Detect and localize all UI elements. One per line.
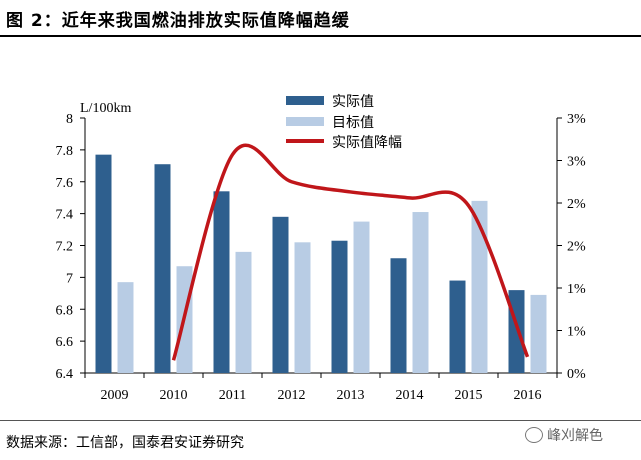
bar-target — [530, 294, 547, 373]
y-left-tick-label: 7.6 — [56, 176, 74, 191]
y-right-tick-label: 1% — [567, 282, 586, 297]
y-left-tick-label: 6.8 — [56, 303, 74, 318]
bar-actual — [449, 280, 466, 373]
y-right-tick-label: 3% — [567, 155, 586, 170]
y-left-tick-label: 7.8 — [56, 144, 74, 159]
x-tick-label: 2011 — [219, 388, 246, 403]
x-tick-label: 2016 — [514, 388, 542, 403]
title-rule — [0, 35, 641, 37]
y-left-tick-label: 6.6 — [56, 335, 74, 350]
y-left-tick-label: 7.2 — [56, 240, 74, 255]
bar-actual — [508, 290, 525, 373]
x-tick-label: 2010 — [160, 388, 188, 403]
source-rule — [0, 420, 641, 421]
y-right-tick-label: 0% — [567, 367, 586, 382]
y-left-tick-label: 8 — [66, 112, 73, 127]
bar-target — [235, 251, 252, 373]
y-right-tick-label: 3% — [567, 112, 586, 127]
bar-actual — [272, 216, 289, 373]
x-tick-label: 2009 — [101, 388, 129, 403]
bar-actual — [154, 164, 171, 373]
y-right-tick-label: 1% — [567, 325, 586, 340]
source-note: 数据来源：工信部，国泰君安证券研究 — [6, 435, 244, 451]
x-tick-label: 2012 — [278, 388, 306, 403]
figure-title: 图 2：近年来我国燃油排放实际值降幅趋缓 — [6, 11, 350, 31]
legend-label-actual: 实际值 — [332, 94, 374, 110]
bar-actual — [390, 258, 407, 373]
legend-label-target: 目标值 — [332, 115, 374, 131]
y-left-tick-label: 6.4 — [56, 367, 74, 382]
plot-area: 6.4 6.6 6.8 7 7.2 7.4 7.6 7.8 8 0% 1% 1% 2% 2% 3% 3% 200… — [56, 112, 587, 403]
wechat-icon — [525, 427, 543, 443]
x-tick-label: 2014 — [396, 388, 424, 403]
bar-target — [117, 282, 134, 373]
legend-swatch-actual — [286, 96, 324, 105]
legend: 实际值 目标值 实际值降幅 — [286, 94, 402, 151]
bar-target — [353, 221, 370, 373]
y-right-tick-label: 2% — [567, 197, 586, 212]
watermark-text: 峰刈解色 — [547, 428, 603, 444]
watermark: 峰刈解色 — [525, 425, 603, 445]
legend-swatch-target — [286, 117, 324, 126]
x-tick-label: 2015 — [455, 388, 483, 403]
x-tick-label: 2013 — [337, 388, 365, 403]
bar-target — [471, 200, 488, 373]
bar-actual — [213, 191, 230, 373]
bar-actual — [95, 154, 112, 373]
y-left-tick-label: 7 — [66, 271, 73, 286]
bar-target — [294, 242, 311, 373]
bar-target — [412, 212, 429, 373]
y-left-tick-label: 7.4 — [56, 208, 74, 223]
line-actual-decline — [171, 143, 530, 361]
legend-label-decline: 实际值降幅 — [332, 135, 402, 151]
bar-actual — [331, 240, 348, 373]
y-axis-left-label: L/100km — [80, 101, 131, 116]
y-right-tick-label: 2% — [567, 240, 586, 255]
